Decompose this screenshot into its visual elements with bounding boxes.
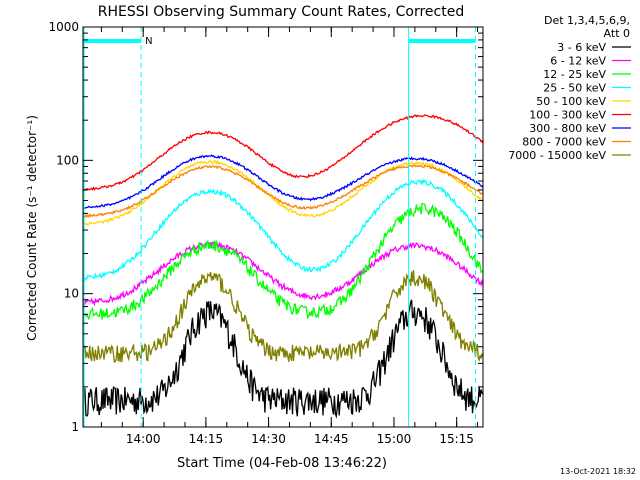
series-line-7 (83, 164, 483, 219)
plot-frame (82, 26, 484, 428)
legend-label-1: 6 - 12 keV (550, 55, 606, 68)
series-line-6 (83, 154, 483, 210)
x-tick-label-3: 14:45 (314, 432, 349, 446)
series-line-0 (83, 299, 483, 419)
y-tick-label-3: 1000 (48, 20, 79, 34)
legend-label-2: 12 - 25 keV (543, 68, 606, 81)
series-line-5 (83, 114, 483, 192)
series-line-3 (83, 178, 483, 282)
series-line-1 (83, 240, 483, 307)
plot-area: N 1 10 100 1000 14:00 14:15 14:30 14:45 15:00 15:1… (48, 20, 484, 446)
x-tick-label-1: 14:15 (189, 432, 224, 446)
legend-header-line1: Det 1,3,4,5,6,9, (544, 14, 630, 27)
legend-label-6: 300 - 800 keV (529, 122, 606, 135)
legend-label-3: 25 - 50 keV (543, 82, 606, 95)
x-tick-label-5: 15:15 (439, 432, 474, 446)
x-tick-label-2: 14:30 (251, 432, 286, 446)
x-tick-label-0: 14:00 (126, 432, 161, 446)
y-tick-label-0: 1 (71, 420, 79, 434)
generation-date: 13-Oct-2021 18:32 (560, 467, 636, 476)
series-line-4 (83, 159, 483, 227)
legend-label-4: 50 - 100 keV (536, 95, 606, 108)
legend-header-line2: Att 0 (604, 27, 630, 40)
legend-label-7: 800 - 7000 keV (522, 136, 606, 149)
n-label: N (145, 36, 152, 47)
y-tick-label-1: 10 (64, 287, 79, 301)
legend-label-0: 3 - 6 keV (557, 41, 606, 54)
series-line-2 (83, 202, 483, 321)
legend-label-5: 100 - 300 keV (529, 109, 606, 122)
x-axis-label: Start Time (04-Feb-08 13:46:22) (177, 456, 387, 471)
x-tick-label-4: 15:00 (377, 432, 412, 446)
legend-label-8: 7000 - 15000 keV (508, 149, 606, 162)
y-axis-label: Corrected Count Rate (s⁻¹ detector⁻¹) (25, 115, 39, 341)
series-line-8 (83, 269, 483, 363)
y-tick-label-2: 100 (56, 153, 79, 167)
chart-title: RHESSI Observing Summary Count Rates, Co… (98, 4, 464, 20)
